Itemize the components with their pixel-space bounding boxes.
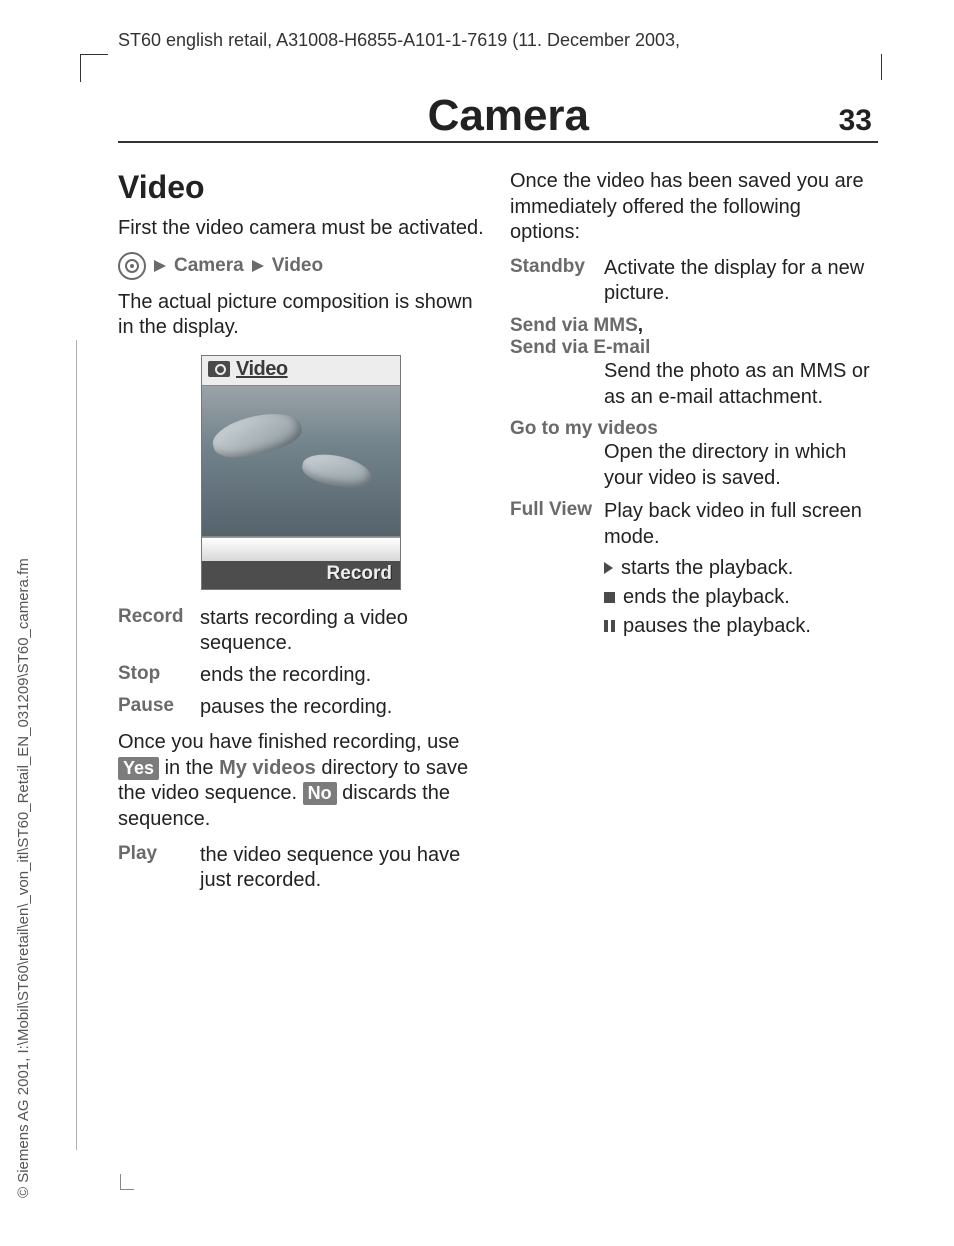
definition-row: Standby Activate the display for a new p…	[510, 256, 876, 307]
send-desc: Send the photo as an MMS or as an e-mail…	[604, 359, 876, 410]
definition-row: Record starts recording a video sequence…	[118, 606, 484, 657]
definition-row: Stop ends the recording.	[118, 663, 484, 689]
image-content	[209, 405, 306, 465]
arrow-icon	[252, 260, 264, 272]
term-record: Record	[118, 606, 200, 628]
crop-mark-top-left	[80, 54, 108, 82]
phone-viewfinder	[202, 385, 400, 537]
term-fullview: Full View	[510, 499, 604, 521]
desc-pause: pauses the recording.	[200, 695, 392, 721]
composition-text: The actual picture composition is shown …	[118, 290, 484, 341]
nav-item-video: Video	[272, 255, 323, 277]
phone-softbar	[202, 537, 400, 561]
definition-row: Play the video sequence you have just re…	[118, 843, 484, 894]
column-layout: Video First the video camera must be act…	[118, 169, 878, 900]
softkey-yes: Yes	[118, 757, 159, 780]
play-text: starts the playback.	[621, 557, 793, 580]
goto-desc: Open the directory in which your video i…	[604, 440, 876, 491]
comma: ,	[638, 315, 643, 336]
term-stop: Stop	[118, 663, 200, 685]
crop-mark-top-right	[881, 54, 882, 80]
definition-row: Full View Play back video in full screen…	[510, 499, 876, 550]
right-column: Once the video has been saved you are im…	[510, 169, 876, 900]
desc-standby: Activate the display for a new picture.	[604, 256, 876, 307]
document-header: ST60 english retail, A31008-H6855-A101-1…	[118, 30, 878, 51]
section-heading-video: Video	[118, 169, 484, 206]
camera-icon	[208, 361, 230, 377]
side-copyright: © Siemens AG 2001, I:\Mobil\ST60\retail\…	[15, 558, 32, 1198]
nav-item-camera: Camera	[174, 255, 244, 277]
left-column: Video First the video camera must be act…	[118, 169, 484, 900]
symbol-row-play: starts the playback.	[604, 557, 876, 580]
page-title: Camera	[118, 91, 839, 141]
send-email-label: Send via E-mail	[510, 337, 876, 359]
side-rule	[76, 340, 77, 1150]
term-standby: Standby	[510, 256, 604, 278]
crop-mark-bottom-left	[120, 1174, 134, 1190]
title-row: Camera 33	[118, 91, 878, 143]
pause-icon	[604, 620, 615, 632]
nav-path: Camera Video	[118, 252, 484, 280]
stop-icon	[604, 592, 615, 603]
page-content: ST60 english retail, A31008-H6855-A101-1…	[118, 30, 878, 900]
intro-text: First the video camera must be activated…	[118, 216, 484, 242]
menu-icon	[118, 252, 146, 280]
symbol-row-stop: ends the playback.	[604, 586, 876, 609]
image-content	[300, 450, 374, 492]
phone-title-text: Video	[236, 358, 288, 381]
phone-softkey-record: Record	[202, 561, 400, 589]
page-number: 33	[839, 104, 878, 138]
pause-text: pauses the playback.	[623, 615, 811, 638]
arrow-icon	[154, 260, 166, 272]
softkey-no: No	[303, 782, 337, 805]
text: Once you have finished recording, use	[118, 731, 459, 753]
send-mms-label: Send via MMS,	[510, 315, 876, 337]
definition-row: Pause pauses the recording.	[118, 695, 484, 721]
phone-screenshot: Video Record	[201, 355, 401, 590]
desc-play: the video sequence you have just recorde…	[200, 843, 484, 894]
my-videos-label: My videos	[219, 757, 316, 779]
symbol-row-pause: pauses the playback.	[604, 615, 876, 638]
stop-text: ends the playback.	[623, 586, 790, 609]
desc-record: starts recording a video sequence.	[200, 606, 484, 657]
finish-paragraph: Once you have finished recording, use Ye…	[118, 730, 484, 832]
term-play: Play	[118, 843, 200, 865]
desc-stop: ends the recording.	[200, 663, 371, 689]
goto-videos-label: Go to my videos	[510, 418, 876, 440]
term-pause: Pause	[118, 695, 200, 717]
text: Send via MMS	[510, 315, 638, 336]
desc-fullview: Play back video in full screen mode.	[604, 499, 876, 550]
text: in the	[159, 757, 219, 779]
play-icon	[604, 562, 613, 574]
intro-right: Once the video has been saved you are im…	[510, 169, 876, 246]
phone-titlebar: Video	[202, 356, 400, 385]
